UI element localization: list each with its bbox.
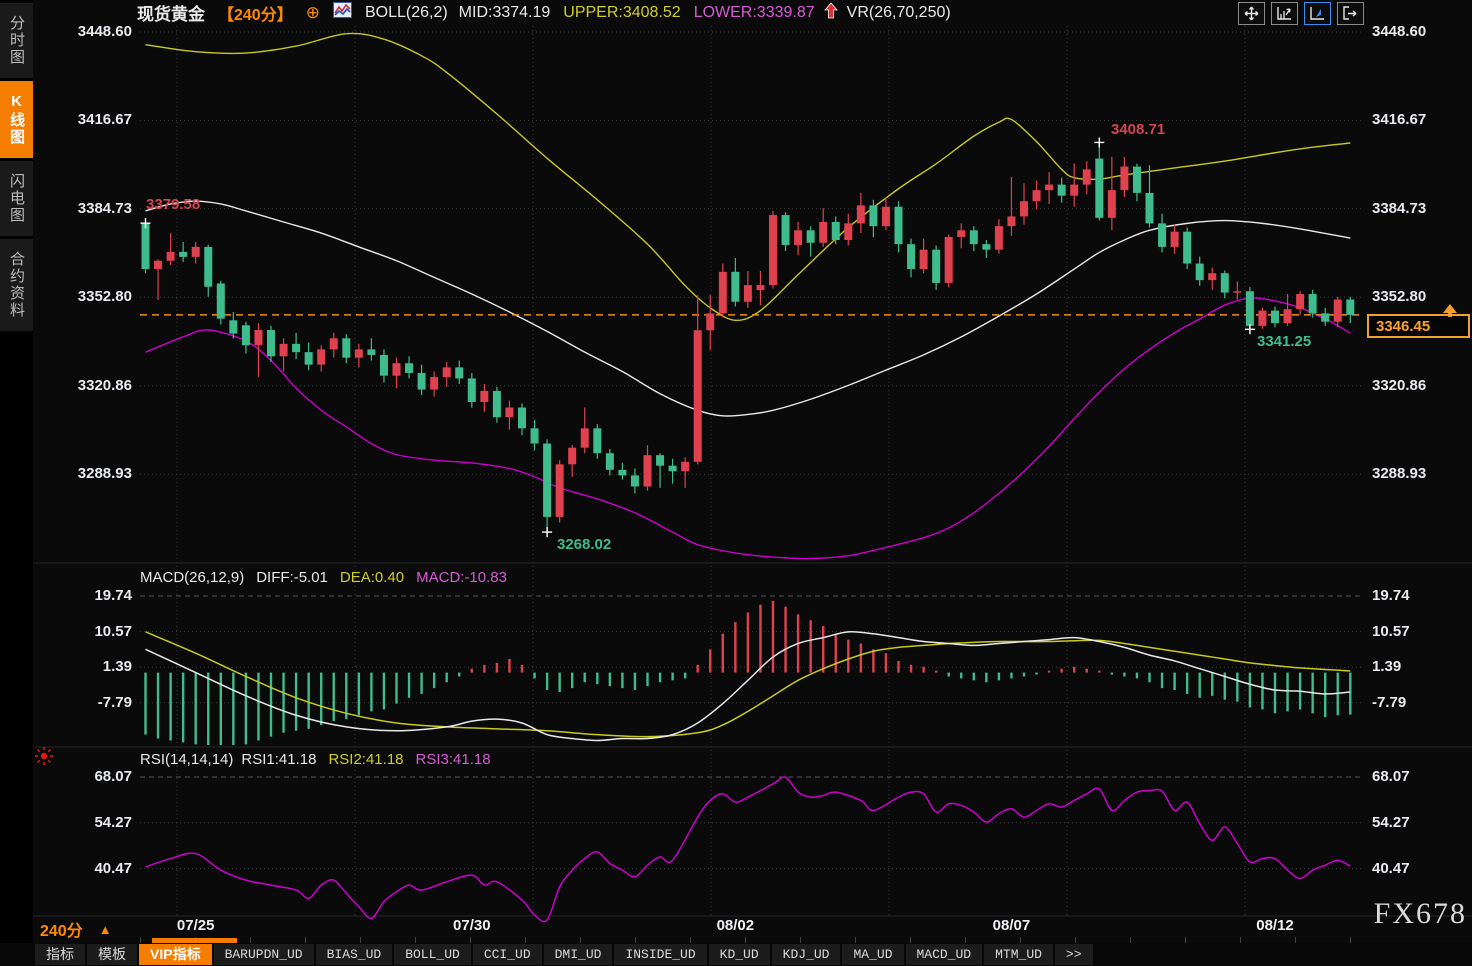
rsi2-value: RSI2:41.18 (328, 751, 404, 768)
y-axis-label-main-left-2: 3384.73 (77, 199, 132, 217)
indicator-tab-3[interactable]: BARUPDN_UD (213, 944, 314, 965)
period-text[interactable]: 240分 (40, 923, 83, 940)
indicator-tab-7[interactable]: DMI_UD (543, 944, 613, 965)
y-axis-label-macd-left-0: 19.74 (94, 587, 132, 604)
y-axis-label-main-left-0: 3448.60 (77, 23, 132, 40)
x-axis-date-3: 08/07 (992, 917, 1031, 934)
indicator-tab-9[interactable]: KD_UD (708, 944, 770, 965)
indicator-tab-6[interactable]: CCI_UD (472, 944, 542, 965)
macd-dea-value: DEA:0.40 (339, 569, 405, 586)
boll-lower-value: LOWER:3339.87 (693, 3, 815, 21)
indicator-tab-10[interactable]: KDJ_UD (771, 944, 841, 965)
y-axis-label-macd-left-1: 10.57 (94, 622, 132, 640)
axis-range-blue-icon[interactable] (1304, 2, 1331, 25)
current-price-box: 3346.45 (1367, 314, 1470, 338)
indicator-tab-5[interactable]: BOLL_UD (394, 944, 471, 965)
indicator-tab-bar: 指标 模板 VIP指标 BARUPDN_UD BIAS_UD BOLL_UD CCI_UD D… (0, 943, 1472, 966)
macd-indicator-header: MACD(26,12,9) DIFF:-5.01 DEA:0.40 MACD:-… (140, 569, 507, 586)
rsi3-value: RSI3:41.18 (415, 751, 491, 768)
sidebar-item-1[interactable]: K线图 (0, 81, 33, 158)
y-axis-label-rsi-right-2: 40.47 (1372, 859, 1410, 877)
rsi-indicator-header: RSI(14,14,14) RSI1:41.18 RSI2:41.18 RSI3… (140, 751, 491, 768)
indicator-tab-14[interactable]: >> (1054, 944, 1093, 965)
chart-scrollbar-thumb[interactable] (152, 938, 237, 943)
y-axis-label-main-left-3: 3352.80 (77, 288, 132, 306)
price-annotation-high-left: 3379.58 (146, 196, 201, 213)
indicator-tab-4[interactable]: BIAS_UD (315, 944, 393, 965)
y-axis-label-main-left-4: 3320.86 (77, 376, 132, 394)
y-axis-label-main-right-4: 3320.86 (1372, 376, 1427, 394)
chart-toolbar (1238, 2, 1364, 25)
period-up-triangle-icon[interactable]: ▲ (98, 921, 112, 937)
symbol-name: 现货黄金 (137, 5, 205, 24)
y-axis-label-main-left-5: 3288.93 (77, 465, 132, 483)
mini-chart-icon (332, 2, 352, 23)
price-annotation-high: 3408.71 (1111, 121, 1166, 138)
y-axis-label-macd-right-0: 19.74 (1372, 587, 1410, 604)
x-axis-date-4: 08/12 (1256, 917, 1294, 934)
y-axis-label-rsi-left-2: 40.47 (94, 859, 132, 877)
red-up-arrow-icon (823, 1, 838, 24)
indicator-tab-0[interactable]: 指标 (35, 944, 85, 965)
y-axis-label-rsi-left-0: 68.07 (94, 768, 132, 785)
period-label[interactable]: 【240分】 (218, 6, 293, 24)
fx678-watermark: FX678 (1373, 897, 1467, 930)
y-axis-label-rsi-right-1: 54.27 (1372, 813, 1410, 831)
macd-diff-value: DIFF:-5.01 (256, 569, 328, 586)
rsi1-value: RSI1:41.18 (241, 751, 317, 768)
macd-title: MACD(26,12,9) (140, 569, 245, 586)
indicator-tab-13[interactable]: MTM_UD (984, 944, 1053, 965)
boll-label: BOLL(26,2) (364, 3, 448, 21)
indicator-tab-11[interactable]: MA_UD (842, 944, 904, 965)
indicator-tab-1[interactable]: 模板 (87, 944, 137, 965)
exit-chart-icon[interactable] (1337, 2, 1364, 25)
sidebar-item-0[interactable]: 分时图 (0, 3, 33, 78)
x-axis-date-0: 07/25 (176, 917, 215, 934)
rsi-title: RSI(14,14,14) (140, 751, 234, 768)
price-annotation-low-right: 3341.25 (1257, 333, 1312, 350)
chart-type-sidebar: 分时图 K线图 闪电图 合约资料 (0, 0, 33, 943)
pan-crosshair-icon[interactable] (1238, 2, 1265, 25)
y-axis-label-rsi-left-1: 54.27 (94, 813, 132, 831)
y-axis-label-macd-right-3: -7.79 (1372, 693, 1407, 711)
indicator-tab-2[interactable]: VIP指标 (139, 944, 212, 965)
period-selector[interactable]: 240分 ▲ (40, 917, 112, 941)
chart-header: 现货黄金 【240分】 ⊕ BOLL(26,2) MID:3374.19 UPP… (137, 1, 951, 24)
y-axis-label-macd-left-3: -7.79 (97, 693, 132, 711)
x-axis-date-2: 08/02 (716, 917, 755, 934)
y-axis-label-main-right-5: 3288.93 (1372, 465, 1427, 483)
y-axis-label-macd-left-2: 1.39 (102, 658, 132, 676)
boll-upper-value: UPPER:3408.52 (563, 3, 681, 21)
y-axis-label-main-right-3: 3352.80 (1372, 288, 1427, 306)
y-axis-label-rsi-right-0: 68.07 (1372, 768, 1410, 785)
price-annotation-low: 3268.02 (557, 536, 612, 553)
indicator-tab-8[interactable]: INSIDE_UD (614, 944, 707, 965)
axis-range-icon[interactable] (1271, 2, 1298, 25)
y-axis-label-main-right-2: 3384.73 (1372, 199, 1427, 217)
y-axis-label-macd-right-1: 10.57 (1372, 622, 1410, 640)
sidebar-item-3[interactable]: 合约资料 (0, 239, 33, 331)
y-axis-label-main-right-0: 3448.60 (1372, 23, 1427, 40)
boll-mid-value: MID:3374.19 (458, 3, 551, 21)
y-axis-label-main-right-1: 3416.67 (1372, 111, 1427, 129)
y-axis-label-macd-right-2: 1.39 (1372, 658, 1402, 676)
y-axis-label-main-left-1: 3416.67 (77, 111, 132, 129)
indicator-tab-12[interactable]: MACD_UD (905, 944, 983, 965)
x-axis-date-1: 07/30 (453, 917, 491, 934)
price-pointer-icon (1443, 304, 1457, 317)
vr-label: VR(26,70,250) (846, 3, 951, 21)
macd-value: MACD:-10.83 (416, 569, 507, 586)
sidebar-item-2[interactable]: 闪电图 (0, 161, 33, 236)
live-target-icon[interactable] (33, 745, 55, 767)
add-indicator-icon[interactable]: ⊕ (305, 2, 320, 22)
